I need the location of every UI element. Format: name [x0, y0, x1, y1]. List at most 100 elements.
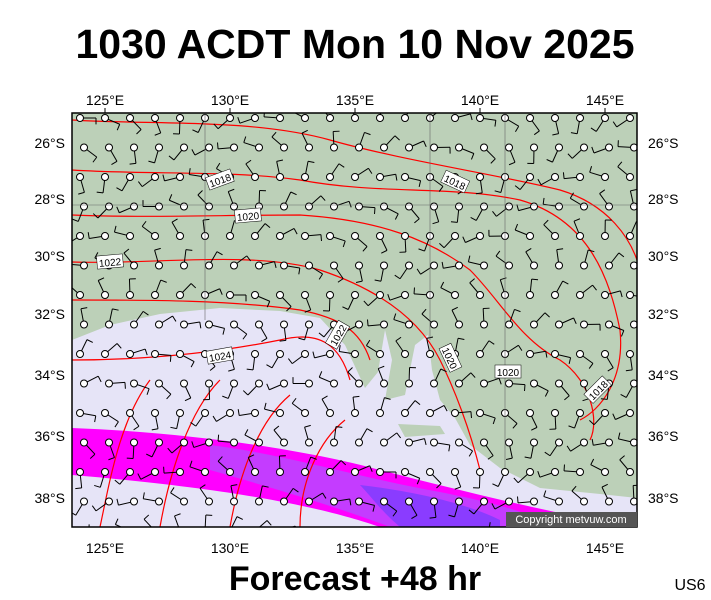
station [76, 291, 84, 299]
barb-flag [86, 339, 93, 343]
barb-flag [366, 428, 373, 433]
station [201, 409, 209, 417]
lat-label: 32°S [648, 306, 679, 322]
station [430, 379, 438, 388]
station [451, 468, 459, 476]
barb-flag [491, 503, 496, 510]
station [505, 261, 513, 270]
barb-flag [291, 105, 294, 111]
station [526, 350, 534, 358]
barb-flag [618, 252, 625, 258]
station [155, 143, 163, 152]
barb-flag [429, 516, 437, 519]
barb-flag [495, 250, 501, 257]
barb-flag [141, 220, 147, 227]
barb-flag [114, 479, 121, 485]
barb-flag [645, 297, 646, 303]
barb-flag [492, 210, 497, 217]
station [80, 320, 88, 329]
station [526, 468, 534, 476]
station [626, 173, 634, 181]
barb-flag [242, 333, 248, 340]
barb-flag [381, 249, 388, 254]
barb-flag [68, 258, 69, 264]
station [480, 202, 488, 211]
station [101, 468, 109, 476]
station [276, 409, 284, 417]
barb-flag [190, 361, 195, 368]
lat-label: 28°S [648, 191, 679, 207]
lat-label: 34°S [34, 367, 65, 383]
wind-band-core [360, 485, 500, 527]
barb-flag [421, 308, 427, 315]
station [280, 202, 288, 211]
barb-flag [162, 174, 165, 181]
station [526, 173, 534, 181]
barb-flag [63, 239, 66, 244]
barb-flag [63, 531, 65, 537]
barb-flag [184, 397, 191, 402]
station [477, 528, 484, 535]
station [601, 173, 609, 181]
barb-flag [531, 278, 539, 281]
station [630, 143, 637, 152]
isobar-label-box [325, 319, 351, 350]
station [226, 291, 234, 299]
barb-flag [384, 397, 391, 400]
station [580, 143, 588, 152]
station [305, 497, 313, 506]
barb-flag [440, 368, 447, 373]
isobar-label-box [205, 168, 235, 191]
forecast-label: Forecast +48 hr [229, 560, 481, 598]
station [105, 143, 113, 152]
station [605, 261, 613, 270]
barb-flag [468, 450, 473, 457]
barb-flag [236, 516, 243, 520]
barb-flag [271, 131, 277, 138]
barb-flag [537, 470, 541, 478]
station [380, 438, 388, 447]
barb-flag [590, 458, 595, 465]
isobar-label-box [205, 346, 235, 365]
barb-flag [468, 509, 475, 515]
station [555, 497, 563, 506]
station [577, 528, 584, 535]
barb-flag [136, 129, 142, 135]
station [130, 320, 138, 329]
barb-flag [567, 153, 573, 159]
station [376, 291, 384, 299]
station [152, 528, 159, 535]
station [351, 291, 359, 299]
station [276, 232, 284, 240]
station [476, 409, 484, 417]
barb-flag [174, 513, 181, 517]
station [627, 528, 634, 535]
station [301, 291, 309, 299]
station [630, 497, 637, 506]
station [276, 173, 284, 181]
barb-flag [216, 162, 221, 169]
station [176, 232, 184, 240]
barb-flag [116, 187, 123, 192]
station [155, 379, 163, 388]
barb-flag [286, 306, 292, 312]
barb-flag [348, 201, 352, 208]
station [376, 350, 384, 358]
station [151, 468, 159, 476]
barb-flag [321, 395, 328, 400]
barb-flag [192, 129, 199, 133]
barb-flag [505, 457, 513, 460]
station [626, 409, 634, 417]
station [605, 497, 613, 506]
station [305, 438, 313, 447]
barb-flag [488, 522, 491, 527]
barb-flag [114, 421, 119, 428]
station [626, 350, 634, 358]
station [255, 438, 263, 447]
station [76, 468, 84, 476]
station [105, 497, 113, 506]
barb-flag [438, 536, 442, 541]
barb-flag [416, 268, 422, 275]
barb-flag [607, 367, 614, 372]
station [176, 291, 184, 299]
